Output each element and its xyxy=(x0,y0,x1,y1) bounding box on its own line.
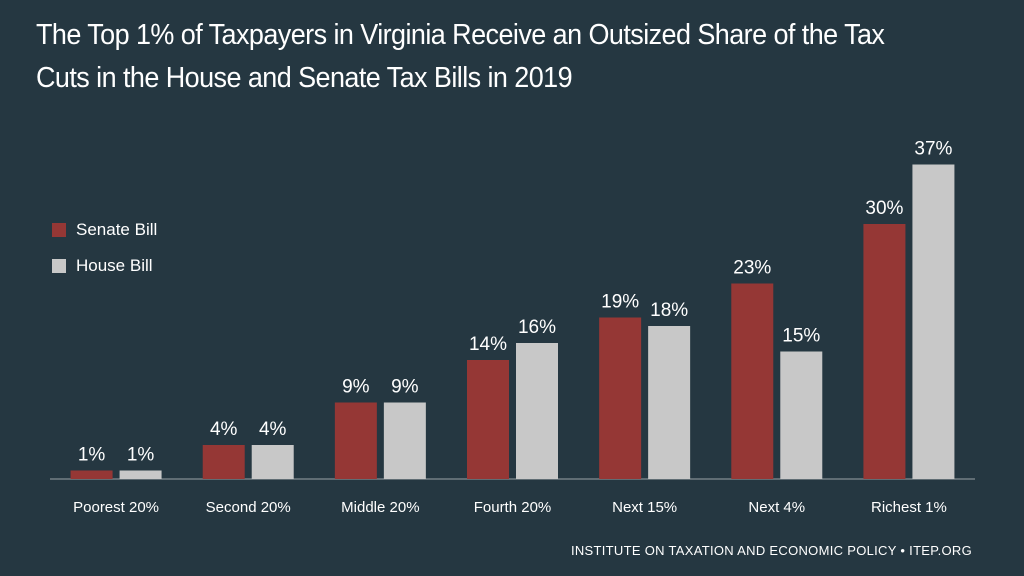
bar-house-1 xyxy=(119,470,162,479)
x-tick-label: Second 20% xyxy=(206,499,291,516)
data-label-house-1: 1% xyxy=(127,445,155,466)
bar-senate-1 xyxy=(70,470,113,479)
legend-item-house: House Bill xyxy=(52,248,157,284)
legend: Senate Bill House Bill xyxy=(52,212,157,284)
x-tick-label: Fourth 20% xyxy=(474,499,552,516)
x-tick-label: Richest 1% xyxy=(871,499,947,516)
legend-label-senate: Senate Bill xyxy=(76,220,158,239)
data-label-senate-6: 23% xyxy=(733,258,771,279)
x-tick-label: Next 15% xyxy=(612,499,677,516)
x-tick-label: Middle 20% xyxy=(341,499,419,516)
data-label-house-5: 18% xyxy=(650,300,688,321)
data-label-senate-4: 14% xyxy=(469,334,507,355)
legend-swatch-house xyxy=(52,259,66,273)
data-label-senate-2: 4% xyxy=(210,419,238,440)
bar-senate-5 xyxy=(599,317,642,479)
data-label-house-3: 9% xyxy=(391,377,419,398)
data-label-senate-7: 30% xyxy=(865,198,903,219)
source-credit: INSTITUTE ON TAXATION AND ECONOMIC POLIC… xyxy=(570,543,972,558)
bar-senate-6 xyxy=(731,283,774,479)
bar-house-6 xyxy=(780,351,823,479)
legend-swatch-senate xyxy=(52,223,66,237)
bar-senate-2 xyxy=(202,445,245,479)
data-label-house-7: 37% xyxy=(914,139,952,160)
data-label-house-4: 16% xyxy=(518,317,556,338)
data-label-senate-3: 9% xyxy=(342,377,370,398)
data-label-house-2: 4% xyxy=(259,419,287,440)
bar-senate-7 xyxy=(863,224,906,479)
bar-senate-3 xyxy=(334,402,377,479)
x-tick-label: Next 4% xyxy=(748,499,805,516)
legend-label-house: House Bill xyxy=(76,256,153,275)
x-tick-label: Poorest 20% xyxy=(73,499,159,516)
bar-house-2 xyxy=(251,445,294,479)
bar-house-5 xyxy=(648,326,691,479)
data-label-senate-5: 19% xyxy=(601,292,639,313)
chart-title: The Top 1% of Taxpayers in Virginia Rece… xyxy=(36,19,885,94)
data-label-house-6: 15% xyxy=(782,326,820,347)
legend-item-senate: Senate Bill xyxy=(52,212,157,248)
bar-house-4 xyxy=(516,343,558,479)
data-label-senate-1: 1% xyxy=(78,445,106,466)
bar-house-3 xyxy=(383,402,426,479)
bar-house-7 xyxy=(912,164,955,479)
bar-senate-4 xyxy=(467,360,509,479)
